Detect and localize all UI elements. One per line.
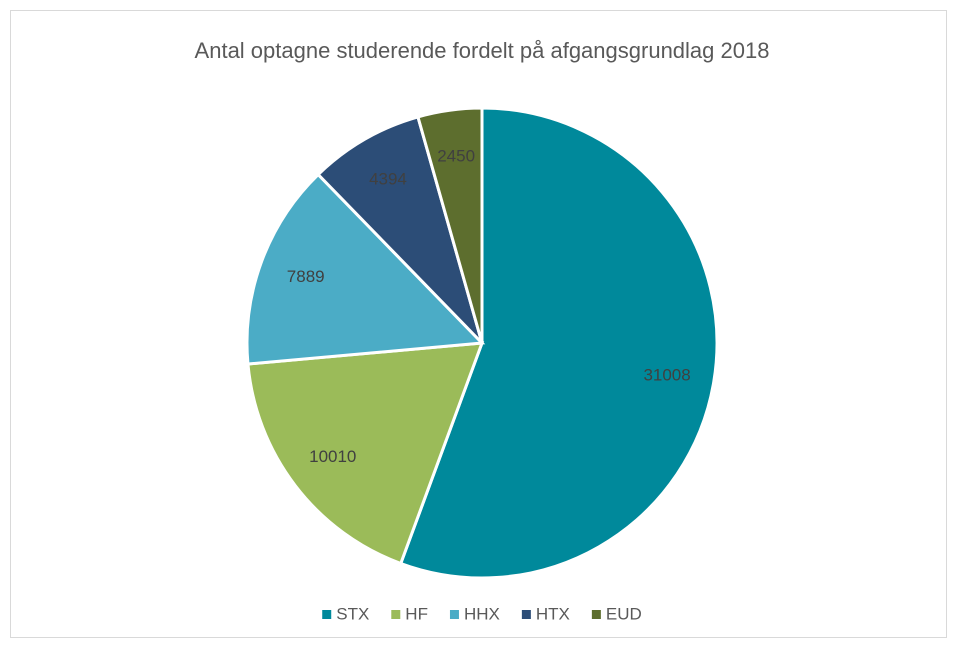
data-label: 10010 xyxy=(309,447,356,466)
data-label: 2450 xyxy=(437,146,475,165)
legend-label: STX xyxy=(336,604,369,623)
legend-label: HF xyxy=(405,604,428,623)
pie-slice xyxy=(246,341,485,566)
data-label: 4394 xyxy=(369,170,407,189)
legend-swatch xyxy=(449,610,459,619)
legend-label: HHX xyxy=(464,604,500,623)
data-label: 7889 xyxy=(287,267,325,286)
data-label: 31008 xyxy=(643,365,690,384)
chart-title: Antal optagne studerende fordelt på afga… xyxy=(195,38,770,63)
pie-slice xyxy=(398,106,719,580)
pie-slice xyxy=(316,115,484,345)
pie-slice xyxy=(416,106,484,344)
legend-swatch xyxy=(322,610,332,619)
legend: STX HF HHX HTX EUD xyxy=(322,604,642,623)
legend-swatch xyxy=(591,610,601,619)
legend-label: HTX xyxy=(536,604,570,623)
legend-swatch xyxy=(521,610,531,619)
legend-label: EUD xyxy=(606,604,642,623)
legend-swatch xyxy=(391,610,401,619)
pie-slice xyxy=(245,172,486,366)
